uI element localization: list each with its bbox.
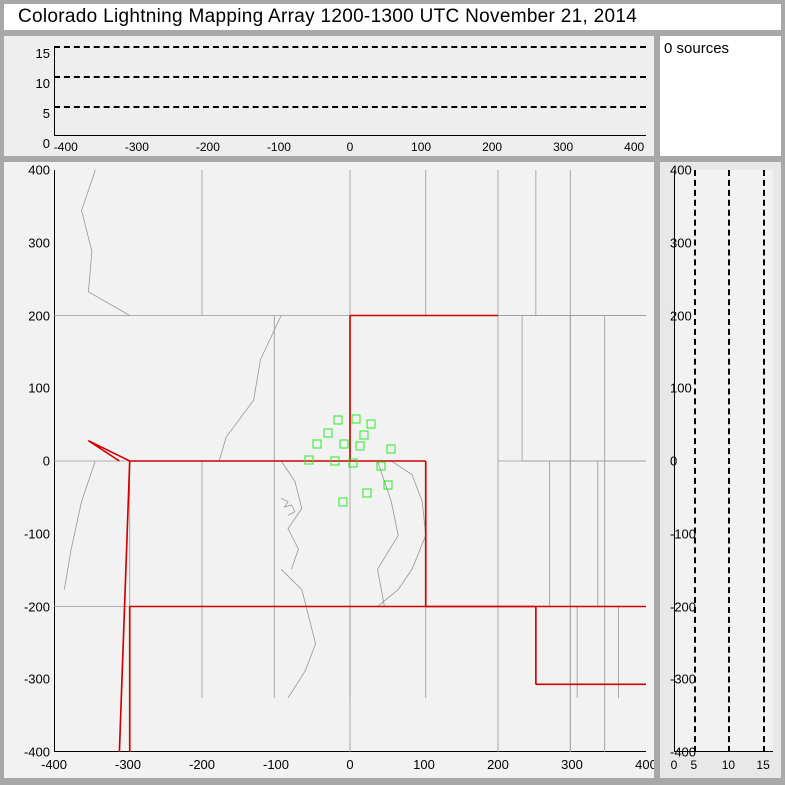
- rs-y-tick-m300: -300: [670, 672, 696, 687]
- map-y-tick-100: 100: [8, 381, 50, 396]
- rs-y-tick-400: 400: [670, 163, 692, 178]
- lightning-source-marker: [363, 489, 372, 498]
- title-bar: Colorado Lightning Mapping Array 1200-13…: [2, 2, 783, 32]
- map-y-tick-0: 0: [8, 454, 50, 469]
- lightning-source-marker: [330, 457, 339, 466]
- sources-panel: 0 sources: [658, 34, 783, 158]
- y-tick-0: 0: [12, 136, 50, 151]
- x-tick-300: 300: [553, 140, 573, 154]
- lightning-source-marker: [323, 428, 332, 437]
- gridline-15: [54, 46, 646, 48]
- x-axis-line: [54, 135, 646, 136]
- y-tick-10: 10: [12, 76, 50, 91]
- vline-10: [728, 170, 730, 752]
- rs-x-tick-5: 5: [690, 758, 697, 772]
- lightning-source-marker: [333, 416, 342, 425]
- lightning-source-marker: [351, 415, 360, 424]
- lightning-source-marker: [304, 455, 313, 464]
- map-x-tick--200: -200: [189, 757, 215, 772]
- map-x-tick-200: 200: [487, 757, 509, 772]
- y-tick-5: 5: [12, 106, 50, 121]
- map-x-tick-400: 400: [635, 757, 656, 772]
- x-tick--400: -400: [54, 140, 78, 154]
- lightning-source-marker: [387, 444, 396, 453]
- map-y-tick-400: 400: [8, 163, 50, 178]
- right-strip-panel: 400 300 200 100 0 -100 -200 -300 -400 0 …: [658, 160, 783, 780]
- page-title: Colorado Lightning Mapping Array 1200-13…: [18, 6, 637, 28]
- rs-x-tick-0: 0: [671, 758, 678, 772]
- map-y-tick-m200: -200: [8, 599, 50, 614]
- map-x-tick-100: 100: [413, 757, 435, 772]
- main-map-panel[interactable]: 400 300 200 100 0 -100 -200 -300 -400 -4…: [2, 160, 656, 780]
- lightning-source-marker: [312, 440, 321, 449]
- x-tick-400: 400: [624, 140, 644, 154]
- rs-y-tick-300: 300: [670, 235, 692, 250]
- gridline-5: [54, 106, 646, 108]
- vline-15: [763, 170, 765, 752]
- map-x-tick--100: -100: [263, 757, 289, 772]
- x-tick-0: 0: [347, 140, 354, 154]
- x-tick--100: -100: [267, 140, 291, 154]
- y-tick-15: 15: [12, 46, 50, 61]
- lightning-source-marker: [356, 442, 365, 451]
- x-tick-100: 100: [411, 140, 431, 154]
- lightning-source-marker: [359, 431, 368, 440]
- map-x-tick--300: -300: [115, 757, 141, 772]
- time-series-plot-area: 15 10 5 0 -400 -300 -200 -100 0 100 200 …: [54, 46, 646, 136]
- rs-y-tick-100: 100: [670, 381, 692, 396]
- map-x-tick--400: -400: [41, 757, 67, 772]
- map-y-tick-300: 300: [8, 235, 50, 250]
- rs-x-tick-10: 10: [722, 758, 735, 772]
- vline-5: [694, 170, 696, 752]
- lightning-source-marker: [339, 497, 348, 506]
- x-tick--200: -200: [196, 140, 220, 154]
- lma-display: Colorado Lightning Mapping Array 1200-13…: [0, 0, 785, 785]
- lightning-source-marker: [349, 459, 358, 468]
- map-x-tick-0: 0: [346, 757, 353, 772]
- map-y-tick-200: 200: [8, 308, 50, 323]
- rs-y-tick-m100: -100: [670, 526, 696, 541]
- right-strip-border: [674, 170, 773, 752]
- rs-y-tick-m200: -200: [670, 599, 696, 614]
- sources-count-label: 0 sources: [664, 40, 729, 57]
- rs-y-tick-0: 0: [670, 454, 677, 469]
- map-y-tick-m100: -100: [8, 526, 50, 541]
- map-y-tick-m300: -300: [8, 672, 50, 687]
- map-plot-area[interactable]: 400 300 200 100 0 -100 -200 -300 -400 -4…: [54, 170, 646, 752]
- x-tick-200: 200: [482, 140, 502, 154]
- lightning-source-marker: [340, 440, 349, 449]
- rs-y-tick-200: 200: [670, 308, 692, 323]
- x-tick--300: -300: [125, 140, 149, 154]
- right-strip-plot-area: 400 300 200 100 0 -100 -200 -300 -400 0 …: [674, 170, 773, 752]
- gridline-10: [54, 76, 646, 78]
- lightning-source-marker: [376, 462, 385, 471]
- time-series-panel: 15 10 5 0 -400 -300 -200 -100 0 100 200 …: [2, 34, 656, 158]
- map-x-tick-300: 300: [561, 757, 583, 772]
- y-axis-line: [54, 46, 55, 136]
- lightning-source-marker: [383, 480, 392, 489]
- lightning-source-marker: [366, 419, 375, 428]
- rs-x-tick-15: 15: [756, 758, 769, 772]
